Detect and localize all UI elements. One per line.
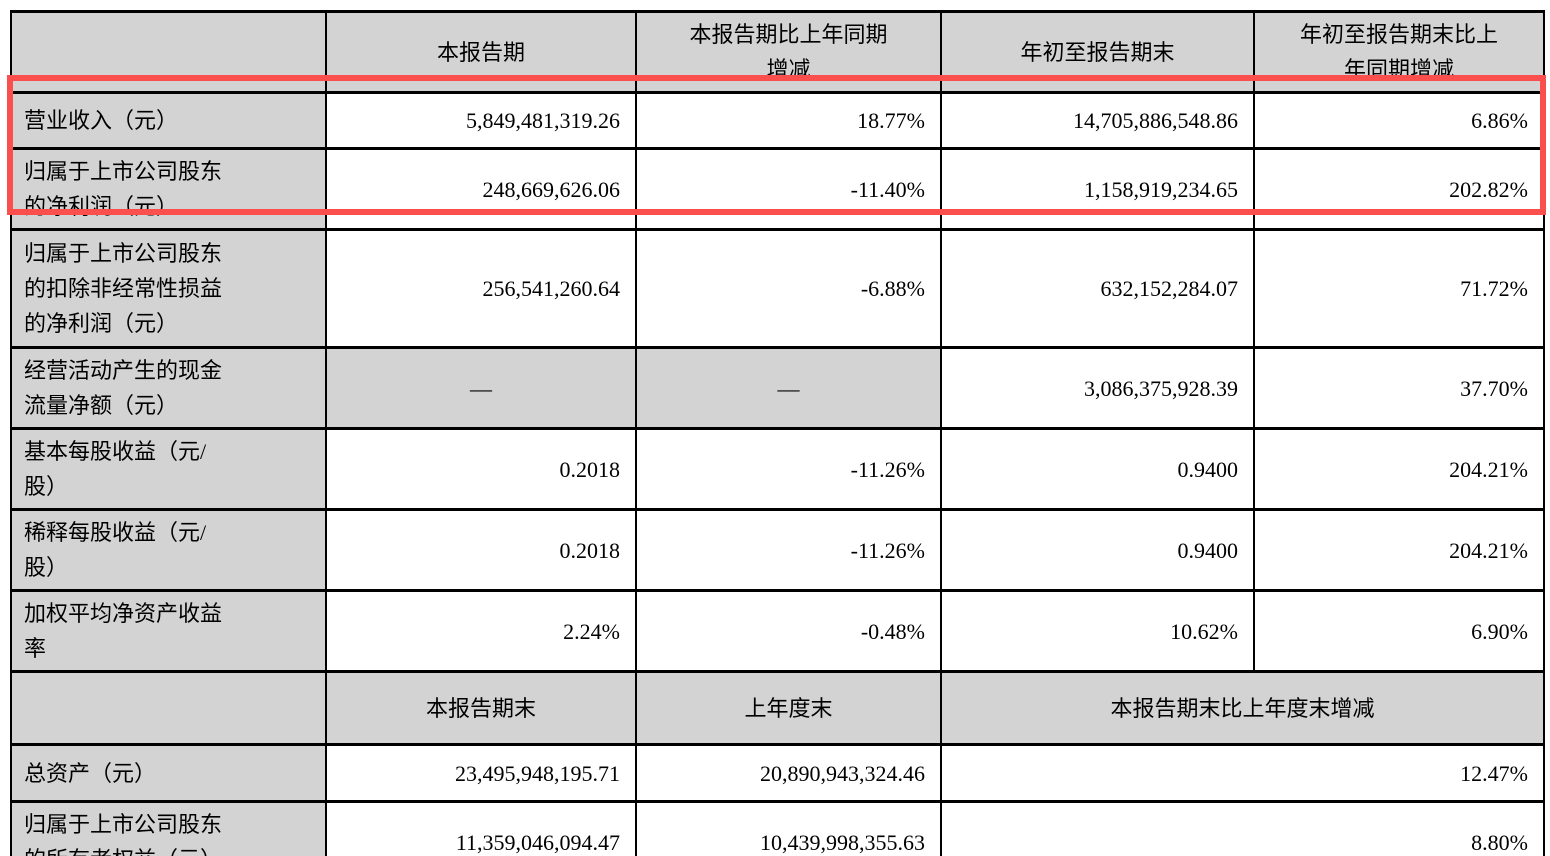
cash-flow-ytd: 3,086,375,928.39: [940, 346, 1255, 430]
metric-label-net-profit: 归属于上市公司股东 的净利润（元）: [10, 147, 327, 231]
total-assets-change: 12.47%: [940, 743, 1545, 803]
table-row-total-assets: 总资产（元） 23,495,948,195.71 20,890,943,324.…: [10, 743, 1545, 803]
cash-flow-yoy-change-dash: —: [635, 346, 942, 430]
header-current-period-end: 本报告期末: [325, 670, 637, 746]
total-assets-period-end: 23,495,948,195.71: [325, 743, 637, 803]
metric-label-shareholders-equity: 归属于上市公司股东 的所有者权益（元）: [10, 800, 327, 856]
total-assets-prior-year-end: 20,890,943,324.46: [635, 743, 942, 803]
revenue-yoy-change: 18.77%: [635, 91, 942, 150]
metric-label-weighted-avg-roe: 加权平均净资产收益 率: [10, 589, 327, 673]
table-row-basic-eps: 基本每股收益（元/ 股） 0.2018 -11.26% 0.9400 204.2…: [10, 427, 1545, 511]
header-ytd: 年初至报告期末: [940, 10, 1255, 94]
table-row-shareholders-equity: 归属于上市公司股东 的所有者权益（元） 11,359,046,094.47 10…: [10, 800, 1545, 856]
net-profit-excl-current-period: 256,541,260.64: [325, 228, 637, 349]
roe-current-period: 2.24%: [325, 589, 637, 673]
net-profit-ytd: 1,158,919,234.65: [940, 147, 1255, 231]
revenue-ytd-yoy-change: 6.86%: [1253, 91, 1545, 150]
header-row-period: 本报告期 本报告期比上年同期 增减 年初至报告期末 年初至报告期末比上 年同期增…: [10, 10, 1545, 94]
metric-label-operating-cash-flow: 经营活动产生的现金 流量净额（元）: [10, 346, 327, 430]
net-profit-excl-ytd-yoy-change: 71.72%: [1253, 228, 1545, 349]
metric-label-basic-eps: 基本每股收益（元/ 股）: [10, 427, 327, 511]
header2-empty-cell: [10, 670, 327, 746]
equity-period-end: 11,359,046,094.47: [325, 800, 637, 856]
net-profit-current-period: 248,669,626.06: [325, 147, 637, 231]
metric-label-net-profit-excl-nonrecurring: 归属于上市公司股东 的扣除非经常性损益 的净利润（元）: [10, 228, 327, 349]
metric-label-revenue: 营业收入（元）: [10, 91, 327, 150]
roe-ytd: 10.62%: [940, 589, 1255, 673]
table-row-weighted-avg-roe: 加权平均净资产收益 率 2.24% -0.48% 10.62% 6.90%: [10, 589, 1545, 673]
equity-prior-year-end: 10,439,998,355.63: [635, 800, 942, 856]
net-profit-ytd-yoy-change: 202.82%: [1253, 147, 1545, 231]
revenue-current-period: 5,849,481,319.26: [325, 91, 637, 150]
financial-summary-table: 本报告期 本报告期比上年同期 增减 年初至报告期末 年初至报告期末比上 年同期增…: [10, 10, 1545, 856]
table-row-net-profit-excl-nonrecurring: 归属于上市公司股东 的扣除非经常性损益 的净利润（元） 256,541,260.…: [10, 228, 1545, 349]
diluted-eps-yoy-change: -11.26%: [635, 508, 942, 592]
diluted-eps-current-period: 0.2018: [325, 508, 637, 592]
header-prior-year-end: 上年度末: [635, 670, 942, 746]
net-profit-excl-ytd: 632,152,284.07: [940, 228, 1255, 349]
header-current-period-yoy-change: 本报告期比上年同期 增减: [635, 10, 942, 94]
net-profit-excl-yoy-change: -6.88%: [635, 228, 942, 349]
net-profit-yoy-change: -11.40%: [635, 147, 942, 231]
header-current-period: 本报告期: [325, 10, 637, 94]
table-row-diluted-eps: 稀释每股收益（元/ 股） 0.2018 -11.26% 0.9400 204.2…: [10, 508, 1545, 592]
header-period-end-vs-prior-year-end-change: 本报告期末比上年度末增减: [940, 670, 1545, 746]
roe-ytd-yoy-change: 6.90%: [1253, 589, 1545, 673]
cash-flow-current-period-dash: —: [325, 346, 637, 430]
basic-eps-ytd-yoy-change: 204.21%: [1253, 427, 1545, 511]
table-row-operating-cash-flow: 经营活动产生的现金 流量净额（元） — — 3,086,375,928.39 3…: [10, 346, 1545, 430]
table-row-revenue: 营业收入（元） 5,849,481,319.26 18.77% 14,705,8…: [10, 91, 1545, 150]
cash-flow-ytd-yoy-change: 37.70%: [1253, 346, 1545, 430]
header-ytd-yoy-change: 年初至报告期末比上 年同期增减: [1253, 10, 1545, 94]
metric-label-total-assets: 总资产（元）: [10, 743, 327, 803]
table-row-net-profit: 归属于上市公司股东 的净利润（元） 248,669,626.06 -11.40%…: [10, 147, 1545, 231]
basic-eps-yoy-change: -11.26%: [635, 427, 942, 511]
metric-label-diluted-eps: 稀释每股收益（元/ 股）: [10, 508, 327, 592]
equity-change: 8.80%: [940, 800, 1545, 856]
basic-eps-current-period: 0.2018: [325, 427, 637, 511]
diluted-eps-ytd: 0.9400: [940, 508, 1255, 592]
revenue-ytd: 14,705,886,548.86: [940, 91, 1255, 150]
diluted-eps-ytd-yoy-change: 204.21%: [1253, 508, 1545, 592]
roe-yoy-change: -0.48%: [635, 589, 942, 673]
header-row-period-end: 本报告期末 上年度末 本报告期末比上年度末增减: [10, 670, 1545, 746]
basic-eps-ytd: 0.9400: [940, 427, 1255, 511]
header-empty-cell: [10, 10, 327, 94]
